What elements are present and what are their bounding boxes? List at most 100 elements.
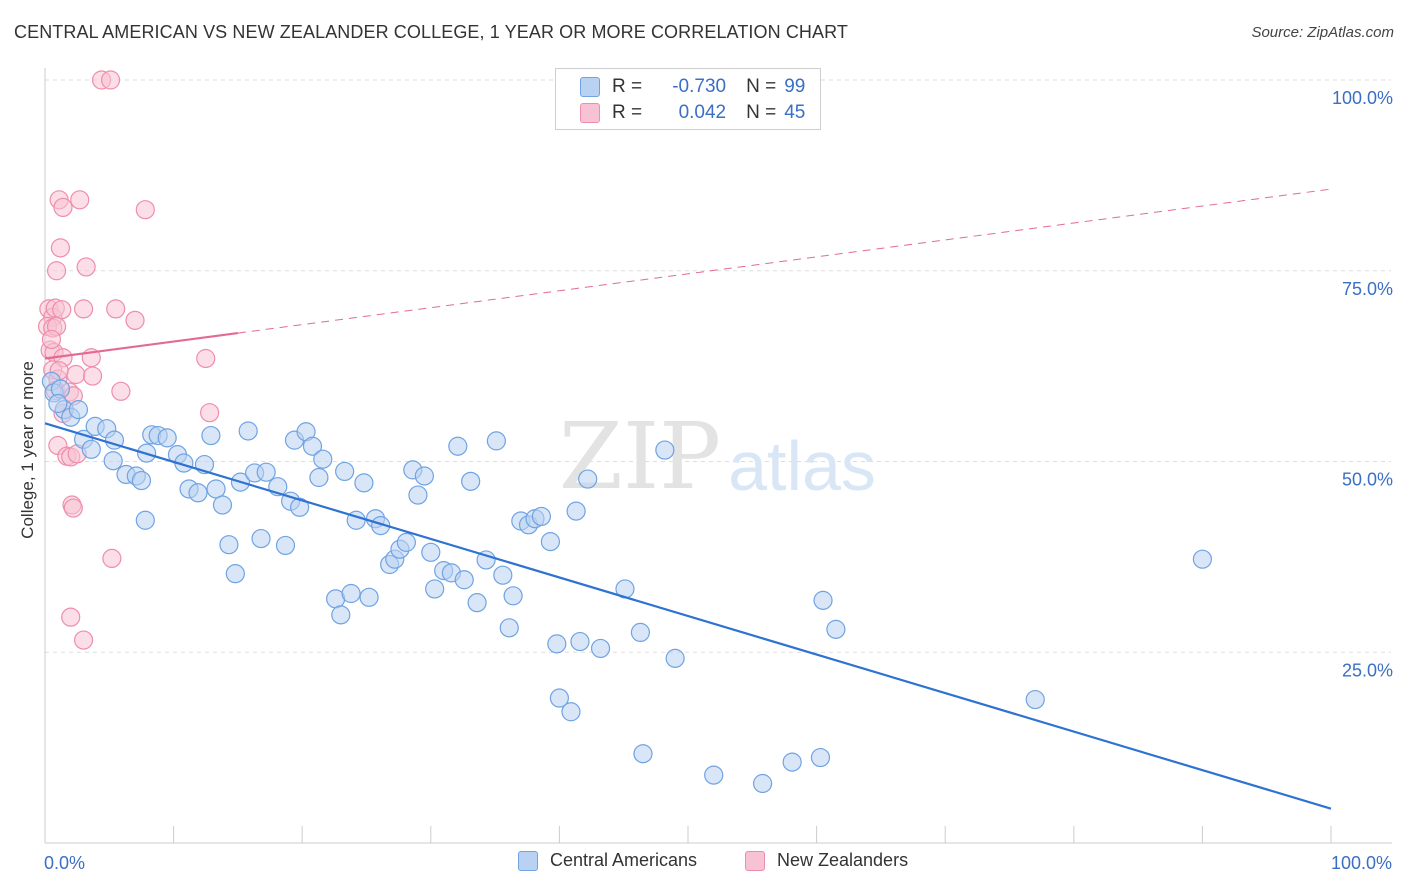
central-american-point: [752, 773, 773, 794]
new-zealander-point: [46, 261, 67, 281]
central-americans-trend-line: [44, 422, 1332, 810]
watermark-zip: ZIP: [559, 403, 721, 510]
legend-row-new-zealanders: R = 0.042 N = 45: [580, 100, 805, 126]
central-american-point: [813, 590, 833, 610]
central-american-point: [359, 587, 379, 607]
central-american-point: [206, 479, 226, 499]
legend-r-value: -0.730: [672, 76, 727, 97]
central-american-point: [655, 440, 675, 460]
new-zealander-point: [82, 366, 103, 386]
central-american-point: [238, 421, 258, 441]
central-american-point: [354, 473, 374, 493]
new-zealander-point: [63, 498, 83, 518]
new-zealander-point: [61, 607, 81, 627]
series-legend-label: Central Americans: [550, 850, 698, 870]
central-american-point: [476, 550, 496, 570]
series-legend-label: New Zealanders: [777, 850, 909, 870]
new-zealander-point: [106, 299, 126, 319]
new-zealander-point: [135, 200, 155, 220]
new-zealander-point: [50, 238, 71, 258]
source-credit: Source: ZipAtlas.com: [1251, 24, 1394, 41]
central-american-point: [103, 451, 123, 471]
central-american-point: [313, 449, 333, 469]
gridlines: [45, 79, 1391, 653]
y-tick-label: 25.0%: [1342, 660, 1393, 680]
central-american-point: [131, 470, 152, 491]
new-zealander-point: [196, 348, 216, 369]
new-zealander-point: [111, 381, 131, 401]
central-american-point: [633, 744, 653, 764]
central-american-point: [219, 535, 239, 555]
series-legend-new-zealanders: New Zealanders: [745, 850, 908, 871]
central-american-point: [531, 506, 551, 527]
x-tick-label: 0.0%: [44, 853, 85, 873]
central-american-point: [48, 393, 68, 414]
central-american-point: [570, 631, 590, 652]
central-american-point: [1192, 549, 1213, 569]
y-tick-label: 75.0%: [1342, 279, 1393, 299]
central-american-point: [135, 510, 155, 530]
central-american-point: [540, 532, 560, 552]
central-american-point: [290, 497, 310, 517]
central-american-point: [810, 747, 831, 768]
central-americans-points: [41, 371, 1213, 794]
central-american-point: [461, 471, 481, 491]
new-zealander-point: [73, 630, 94, 650]
central-american-point: [421, 542, 441, 562]
y-tick-label: 50.0%: [1342, 470, 1393, 490]
blue-swatch: [580, 77, 600, 97]
tick-labels: 25.0% 50.0% 75.0% 100.0% 0.0% 100.0%: [44, 88, 1393, 873]
watermark: ZIP atlas: [559, 403, 876, 510]
central-american-point: [188, 483, 208, 503]
central-american-point: [425, 579, 445, 599]
new-zealander-point: [125, 310, 145, 330]
central-american-point: [503, 586, 523, 606]
legend-r-label: R =: [612, 102, 643, 123]
central-american-point: [341, 583, 361, 604]
new-zealander-point: [76, 257, 96, 277]
legend-n-label: N =: [746, 102, 777, 123]
legend-r-label: R =: [612, 76, 643, 97]
correlation-legend: R = -0.730 N = 99 R = 0.042 N = 45: [555, 68, 821, 130]
central-american-point: [309, 467, 329, 488]
central-american-point: [408, 485, 428, 505]
legend-n-value: 99: [784, 76, 806, 97]
new-zealander-point: [41, 329, 62, 350]
new-zealander-point: [70, 190, 90, 210]
central-american-point: [396, 532, 416, 552]
y-tick-label: 100.0%: [1332, 88, 1393, 108]
axes: [44, 68, 1392, 844]
watermark-atlas: atlas: [728, 427, 876, 505]
central-american-point: [549, 688, 570, 708]
pink-swatch: [580, 103, 600, 123]
legend-n-label: N =: [746, 76, 777, 97]
central-american-point: [157, 428, 177, 448]
trend-lines: [44, 188, 1332, 810]
new-zealanders-trend-line: [44, 331, 239, 360]
central-american-point: [201, 425, 221, 446]
new-zealander-point: [102, 548, 122, 569]
central-american-point: [212, 495, 233, 515]
central-american-point: [561, 702, 581, 722]
legend-r-value: 0.042: [678, 102, 727, 123]
central-american-point: [331, 605, 351, 625]
central-american-point: [275, 535, 296, 556]
x-tick-label: 100.0%: [1331, 853, 1392, 873]
central-american-point: [782, 752, 802, 772]
central-american-point: [414, 466, 434, 486]
new-zealander-point: [73, 299, 94, 319]
legend-n-value: 45: [784, 102, 806, 123]
central-american-point: [335, 461, 355, 482]
new-zealander-point: [52, 300, 72, 320]
central-american-point: [630, 622, 651, 643]
central-american-point: [578, 469, 598, 489]
new-zealander-point: [66, 364, 86, 385]
central-american-point: [225, 564, 245, 584]
central-american-point: [826, 619, 846, 639]
new-zealander-point: [200, 403, 220, 423]
central-american-point: [499, 618, 519, 638]
central-american-point: [493, 565, 513, 585]
new-zealanders-points: [37, 70, 220, 650]
central-american-point: [467, 593, 487, 613]
